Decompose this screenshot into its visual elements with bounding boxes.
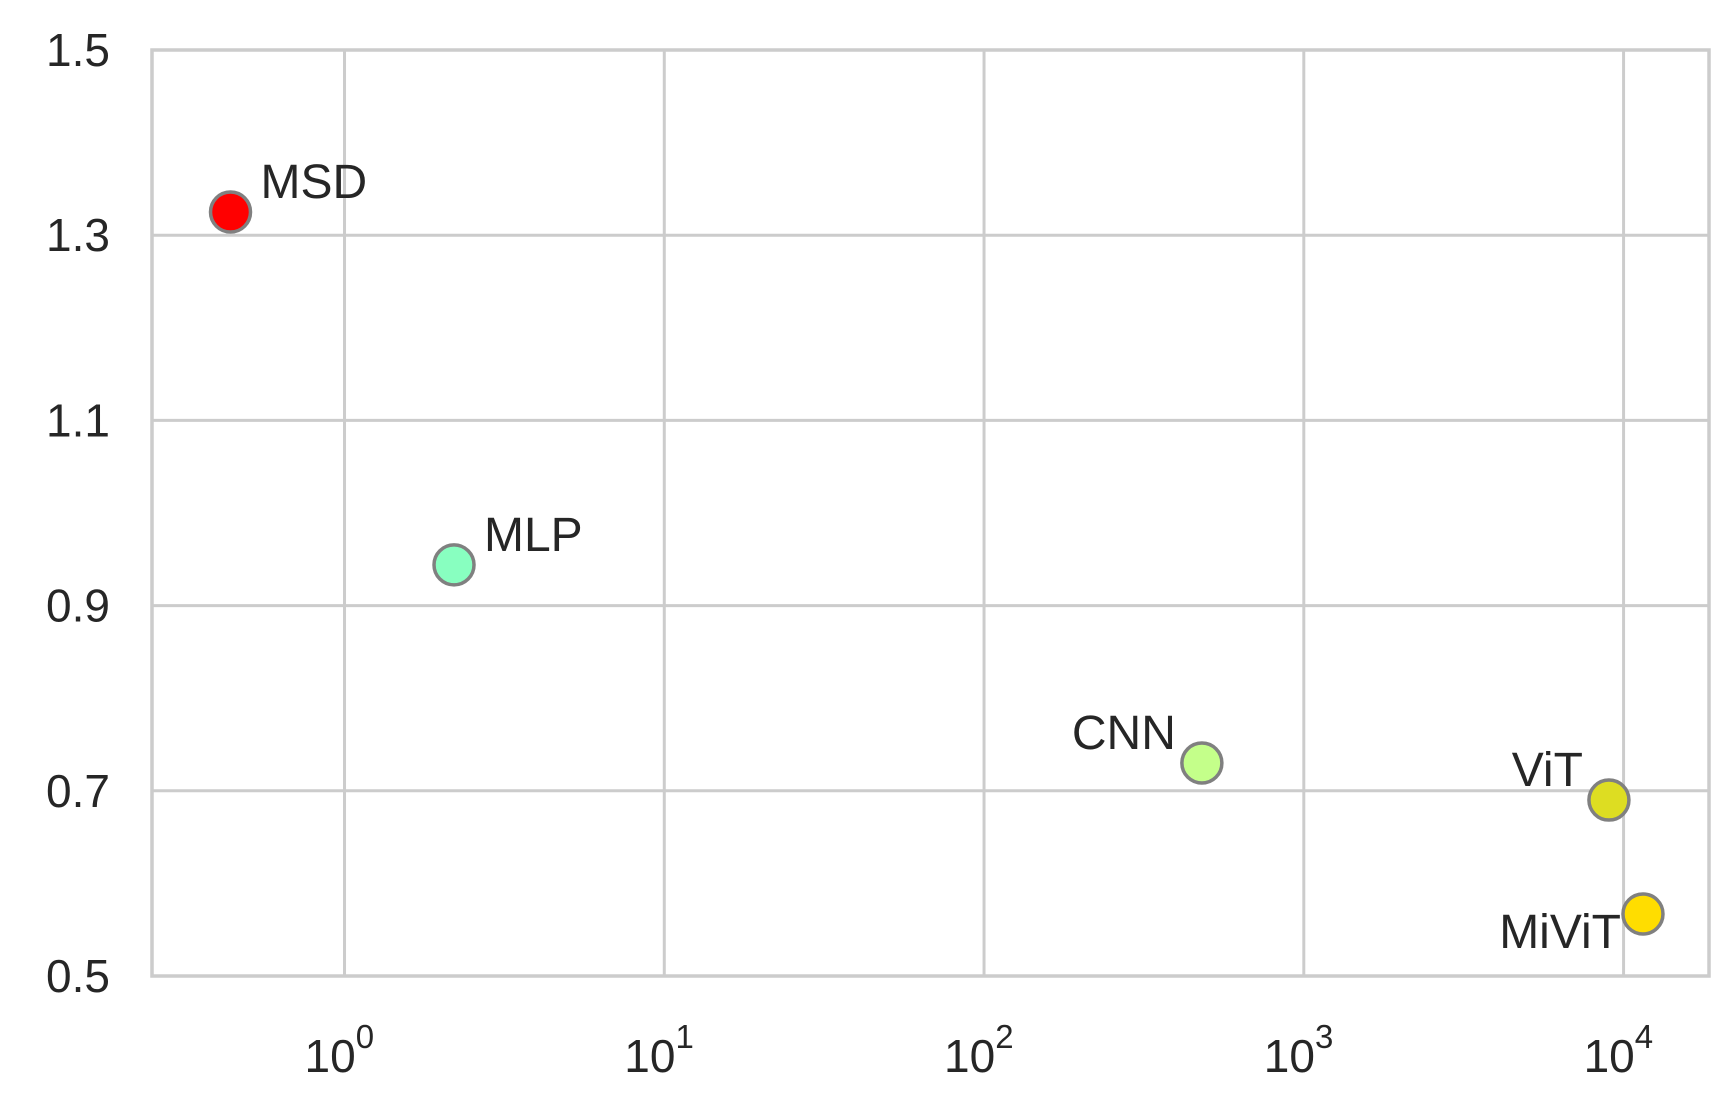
- data-point: [1180, 741, 1224, 785]
- data-point: [432, 543, 476, 587]
- y-tick-label: 0.7: [46, 765, 110, 817]
- y-tick-label: 1.3: [46, 209, 110, 261]
- data-point: [1587, 778, 1631, 822]
- x-tick-label: 102: [944, 1018, 1014, 1082]
- point-labels: MSD MLP CNN ViT MiViT: [261, 156, 1621, 959]
- x-tick-label: 101: [624, 1018, 694, 1082]
- x-tick-label: 103: [1264, 1018, 1334, 1082]
- y-tick-label: 0.9: [46, 580, 110, 632]
- y-tick-label: 1.5: [46, 24, 110, 76]
- point-label: CNN: [1072, 707, 1176, 760]
- point-label: MSD: [261, 156, 368, 209]
- x-tick-label: 104: [1584, 1018, 1654, 1082]
- point-label: ViT: [1512, 744, 1583, 797]
- x-axis-tick-labels: 100 101 102 103 104: [305, 1018, 1654, 1082]
- y-tick-label: 0.5: [46, 950, 110, 1002]
- data-point: [208, 190, 253, 234]
- point-label: MiViT: [1499, 906, 1621, 959]
- data-point: [1621, 892, 1665, 936]
- point-label: MLP: [484, 509, 583, 562]
- data-points: [208, 190, 1665, 936]
- plot-frame: [150, 48, 1711, 978]
- plot-background: [152, 50, 1709, 976]
- x-tick-label: 100: [305, 1018, 375, 1082]
- y-axis-tick-labels: 0.5 0.7 0.9 1.1 1.3 1.5: [46, 24, 110, 1002]
- y-tick-label: 1.1: [46, 394, 110, 446]
